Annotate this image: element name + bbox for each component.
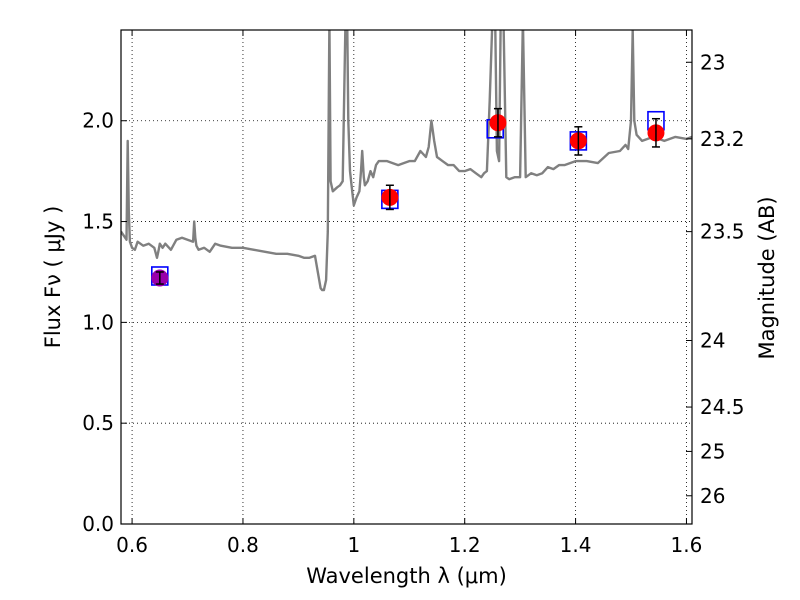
y2-tick-label: 23.2 xyxy=(700,127,745,151)
spectrum-layer xyxy=(121,30,692,292)
y2-tick-label: 26 xyxy=(700,484,725,508)
y2-tick-label: 23.5 xyxy=(700,220,745,244)
y2-axis-label: Magnitude (AB) xyxy=(755,196,779,359)
model-layer xyxy=(151,110,665,286)
y2-tick-label: 25 xyxy=(700,439,725,463)
y2-tick-label: 24.5 xyxy=(700,395,745,419)
y-tick-label: 1.5 xyxy=(82,210,114,234)
x-axis-label: Wavelength λ (μm) xyxy=(306,564,507,588)
y-tick-label: 1.0 xyxy=(82,310,114,334)
ticks: 0.6 0.8 1 1.2 1.4 1.6 0.0 0.5 1.0 1.5 2.0 23 23.2 23.… xyxy=(82,30,745,557)
x-tick-label: 1.6 xyxy=(671,533,703,557)
y-tick-label: 0.0 xyxy=(82,512,114,536)
spectrum-line xyxy=(121,30,692,292)
x-tick-label: 1.2 xyxy=(449,533,481,557)
y-tick-label: 0.5 xyxy=(82,411,114,435)
x-tick-label: 0.6 xyxy=(116,533,148,557)
x-tick-label: 1.4 xyxy=(560,533,592,557)
observed-layer xyxy=(151,107,665,287)
grid xyxy=(121,30,692,524)
plot-frame xyxy=(120,29,693,525)
x-tick-label: 1 xyxy=(347,533,360,557)
y-tick-label: 2.0 xyxy=(82,109,114,133)
y2-tick-label: 23 xyxy=(700,50,725,74)
y2-tick-label: 24 xyxy=(700,329,725,353)
y-axis-label: Flux Fν ( μJy ) xyxy=(41,206,65,349)
x-tick-label: 0.8 xyxy=(227,533,259,557)
